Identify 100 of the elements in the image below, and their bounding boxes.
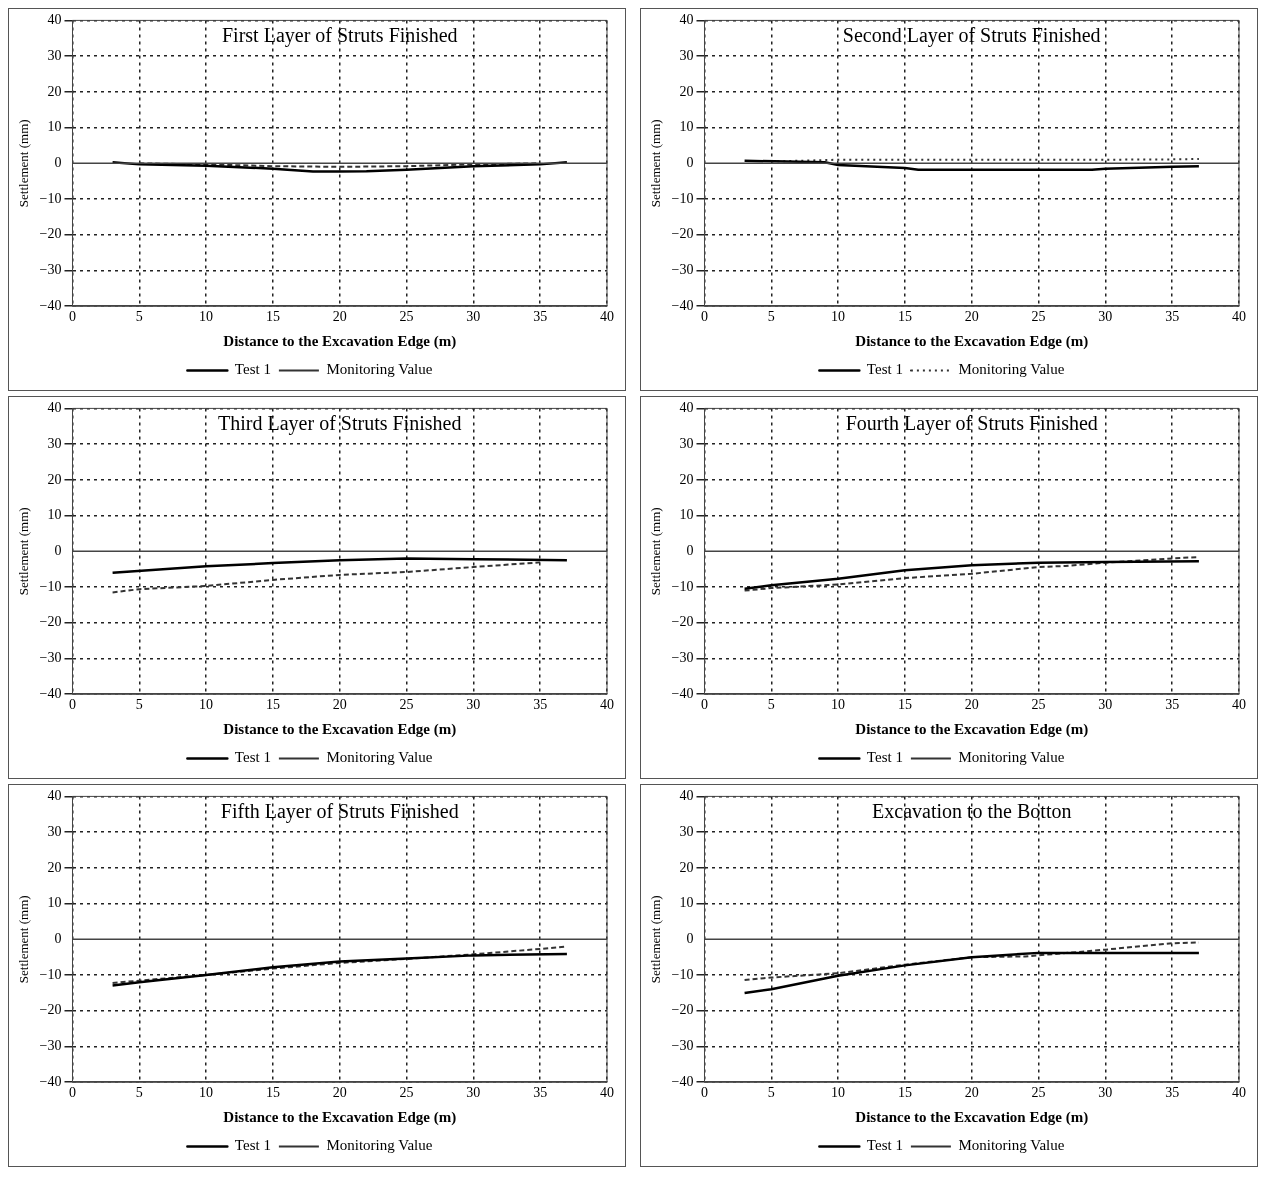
y-tick-label: −40 xyxy=(39,1073,62,1089)
y-tick-label: −40 xyxy=(671,297,694,313)
chart-title: Fifth Layer of Struts Finished xyxy=(220,799,459,823)
y-tick-label: 20 xyxy=(47,859,62,875)
x-tick-label: 20 xyxy=(332,309,347,325)
y-tick-label: 20 xyxy=(47,471,62,487)
x-tick-label: 20 xyxy=(964,1085,979,1101)
chart-title: Third Layer of Struts Finished xyxy=(218,411,462,435)
y-tick-label: 0 xyxy=(686,930,694,946)
y-tick-label: 10 xyxy=(47,895,62,911)
x-tick-label: 25 xyxy=(1031,309,1046,325)
y-tick-label: 20 xyxy=(679,859,694,875)
y-tick-label: −10 xyxy=(39,190,62,206)
x-tick-label: 15 xyxy=(265,309,280,325)
y-tick-label: 30 xyxy=(679,823,694,839)
x-tick-label: 25 xyxy=(399,1085,414,1101)
y-axis-title: Settlement (mm) xyxy=(648,507,664,596)
x-tick-label: 40 xyxy=(600,309,614,325)
y-tick-label: −40 xyxy=(39,297,62,313)
y-tick-label: 0 xyxy=(54,542,62,558)
y-tick-label: −40 xyxy=(671,685,694,701)
x-tick-label: 15 xyxy=(897,697,912,713)
y-tick-label: −30 xyxy=(39,650,62,666)
x-axis-title: Distance to the Excavation Edge (m) xyxy=(223,720,457,738)
y-tick-label: 0 xyxy=(54,930,62,946)
x-axis-title: Distance to the Excavation Edge (m) xyxy=(223,332,457,350)
legend-label: Monitoring Value xyxy=(326,1137,433,1154)
y-tick-label: 40 xyxy=(679,400,694,416)
x-tick-label: 5 xyxy=(767,697,775,713)
x-tick-label: 15 xyxy=(897,1085,912,1101)
legend-label: Monitoring Value xyxy=(326,361,433,378)
y-tick-label: −40 xyxy=(39,685,62,701)
x-tick-label: 25 xyxy=(1031,1085,1046,1101)
y-tick-label: 10 xyxy=(679,507,694,523)
y-tick-label: −20 xyxy=(671,1002,694,1018)
y-tick-label: 30 xyxy=(47,823,62,839)
legend-label: Monitoring Value xyxy=(958,1137,1065,1154)
x-tick-label: 20 xyxy=(332,697,347,713)
y-tick-label: 30 xyxy=(47,47,62,63)
y-tick-label: 30 xyxy=(47,435,62,451)
x-tick-label: 35 xyxy=(533,1085,548,1101)
y-tick-label: 40 xyxy=(679,788,694,804)
y-tick-label: −30 xyxy=(671,262,694,278)
x-tick-label: 5 xyxy=(135,1085,143,1101)
x-tick-label: 10 xyxy=(831,1085,846,1101)
x-tick-label: 0 xyxy=(69,1085,76,1101)
x-tick-label: 30 xyxy=(1098,697,1113,713)
x-axis-title: Distance to the Excavation Edge (m) xyxy=(855,1108,1089,1126)
x-tick-label: 30 xyxy=(1098,309,1113,325)
y-tick-label: 10 xyxy=(47,119,62,135)
x-tick-label: 30 xyxy=(466,309,481,325)
x-tick-label: 0 xyxy=(69,697,76,713)
x-axis-title: Distance to the Excavation Edge (m) xyxy=(223,1108,457,1126)
y-tick-label: −20 xyxy=(39,614,62,630)
y-tick-label: 20 xyxy=(679,83,694,99)
y-tick-label: −10 xyxy=(671,578,694,594)
y-axis-title: Settlement (mm) xyxy=(16,895,32,984)
legend-label: Test 1 xyxy=(234,1137,271,1154)
x-tick-label: 35 xyxy=(1165,697,1180,713)
y-tick-label: 10 xyxy=(679,119,694,135)
x-tick-label: 40 xyxy=(1232,309,1246,325)
y-tick-label: 20 xyxy=(47,83,62,99)
legend-label: Monitoring Value xyxy=(958,361,1065,378)
chart-title: Fourth Layer of Struts Finished xyxy=(845,411,1098,435)
chart-title: Second Layer of Struts Finished xyxy=(842,23,1101,47)
y-tick-label: 10 xyxy=(679,895,694,911)
x-tick-label: 40 xyxy=(1232,1085,1246,1101)
y-tick-label: −30 xyxy=(671,650,694,666)
x-tick-label: 30 xyxy=(466,697,481,713)
x-tick-label: 30 xyxy=(466,1085,481,1101)
y-tick-label: 0 xyxy=(54,154,62,170)
x-tick-label: 20 xyxy=(332,1085,347,1101)
y-tick-label: −30 xyxy=(39,1038,62,1054)
y-tick-label: −30 xyxy=(39,262,62,278)
y-tick-label: 40 xyxy=(679,12,694,28)
line-series xyxy=(111,561,542,594)
x-tick-label: 5 xyxy=(767,1085,775,1101)
x-tick-label: 25 xyxy=(399,697,414,713)
y-tick-label: 0 xyxy=(686,154,694,170)
legend-label: Test 1 xyxy=(866,361,903,378)
y-tick-label: −10 xyxy=(39,966,62,982)
y-axis-title: Settlement (mm) xyxy=(648,119,664,208)
x-tick-label: 35 xyxy=(533,309,548,325)
x-tick-label: 15 xyxy=(265,1085,280,1101)
y-tick-label: −20 xyxy=(671,614,694,630)
legend-label: Test 1 xyxy=(234,361,271,378)
x-tick-label: 0 xyxy=(701,1085,708,1101)
x-tick-label: 10 xyxy=(199,697,214,713)
y-tick-label: −40 xyxy=(671,1073,694,1089)
y-axis-title: Settlement (mm) xyxy=(16,507,32,596)
x-tick-label: 15 xyxy=(897,309,912,325)
y-tick-label: −20 xyxy=(39,226,62,242)
x-tick-label: 10 xyxy=(831,309,846,325)
y-tick-label: 0 xyxy=(686,542,694,558)
x-tick-label: 5 xyxy=(767,309,775,325)
legend-label: Test 1 xyxy=(866,1137,903,1154)
x-tick-label: 20 xyxy=(964,309,979,325)
x-tick-label: 0 xyxy=(701,697,708,713)
x-tick-label: 35 xyxy=(533,697,548,713)
x-tick-label: 35 xyxy=(1165,1085,1180,1101)
